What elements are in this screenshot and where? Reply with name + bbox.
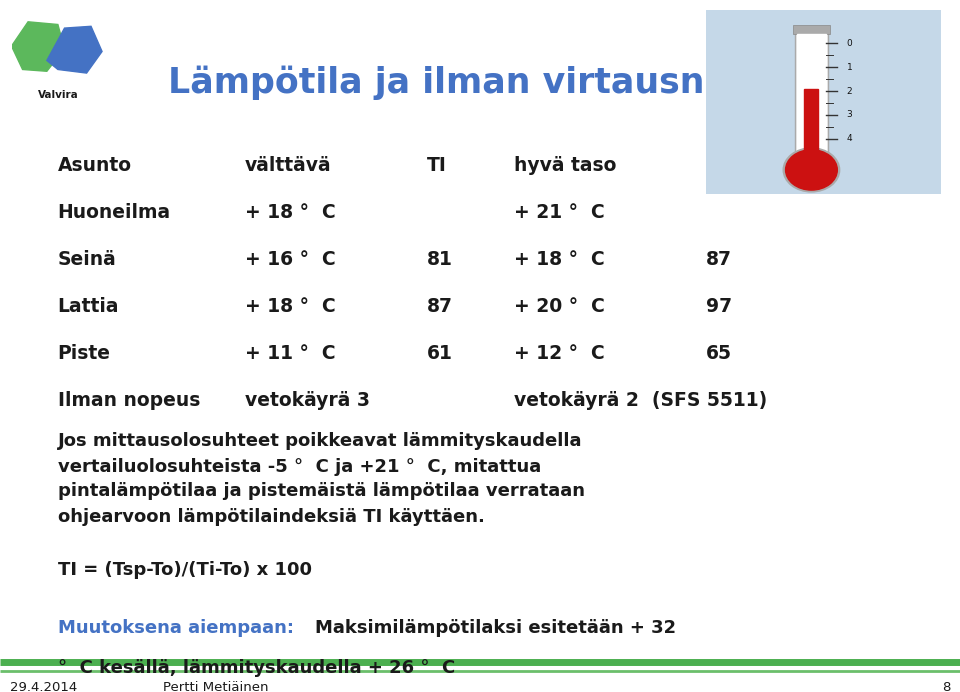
Text: 4: 4 [847,134,852,143]
Text: Seinä: Seinä [58,250,116,268]
Text: 29.4.2014: 29.4.2014 [10,681,77,692]
Text: + 18 °  C: + 18 ° C [514,250,605,268]
Text: 3: 3 [847,111,852,120]
Bar [798,34,826,159]
Bar [795,33,828,161]
Text: Muutoksena aiempaan:: Muutoksena aiempaan: [58,619,300,637]
Text: Pertti Metiäinen: Pertti Metiäinen [163,681,269,692]
Text: + 21 °  C: + 21 ° C [514,203,605,221]
Text: + 18 °  C: + 18 ° C [245,297,336,316]
Text: + 20 °  C: + 20 ° C [514,297,605,316]
Text: 1: 1 [847,63,852,72]
Text: Lattia: Lattia [58,297,119,316]
Text: 65: 65 [706,344,732,363]
Text: 97: 97 [706,297,732,316]
Polygon shape [12,22,64,71]
Text: vetokäyrä 3: vetokäyrä 3 [245,391,370,410]
Text: °  C kesällä, lämmityskaudella + 26 °  C: ° C kesällä, lämmityskaudella + 26 ° C [58,659,455,677]
Text: + 11 °  C: + 11 ° C [245,344,335,363]
Text: + 18 °  C: + 18 ° C [245,203,336,221]
Text: 61: 61 [427,344,453,363]
Text: Jos mittausolosuhteet poikkeavat lämmityskaudella
vertailuolosuhteista -5 °  C j: Jos mittausolosuhteet poikkeavat lämmity… [58,432,585,525]
Text: Huoneilma: Huoneilma [58,203,171,221]
Text: vetokäyrä 2  (SFS 5511): vetokäyrä 2 (SFS 5511) [514,391,767,410]
Text: hyvä taso: hyvä taso [514,156,616,174]
Text: 2: 2 [847,86,852,95]
Text: TI: TI [427,156,447,174]
Text: TI = (Tsp-To)/(Ti-To) x 100: TI = (Tsp-To)/(Ti-To) x 100 [58,561,312,579]
Text: 81: 81 [427,250,453,268]
Bar [804,89,819,159]
Text: 87: 87 [427,297,453,316]
Bar [793,25,830,34]
Text: Valvira: Valvira [37,90,79,100]
Text: Piste: Piste [58,344,110,363]
Polygon shape [47,26,102,73]
Text: Asunto: Asunto [58,156,132,174]
Circle shape [783,148,840,192]
Text: Ilman nopeus: Ilman nopeus [58,391,200,410]
Text: + 16 °  C: + 16 ° C [245,250,336,268]
Text: + 12 °  C: + 12 ° C [514,344,605,363]
Text: Lämpötila ja ilman virtausnopeus: Lämpötila ja ilman virtausnopeus [168,66,822,100]
Text: TI: TI [706,156,726,174]
Text: 87: 87 [706,250,732,268]
Text: 0: 0 [847,39,852,48]
Text: Maksimilämpötilaksi esitetään + 32: Maksimilämpötilaksi esitetään + 32 [315,619,676,637]
Text: 8: 8 [942,681,950,692]
Circle shape [785,149,837,190]
Text: välttävä: välttävä [245,156,331,174]
